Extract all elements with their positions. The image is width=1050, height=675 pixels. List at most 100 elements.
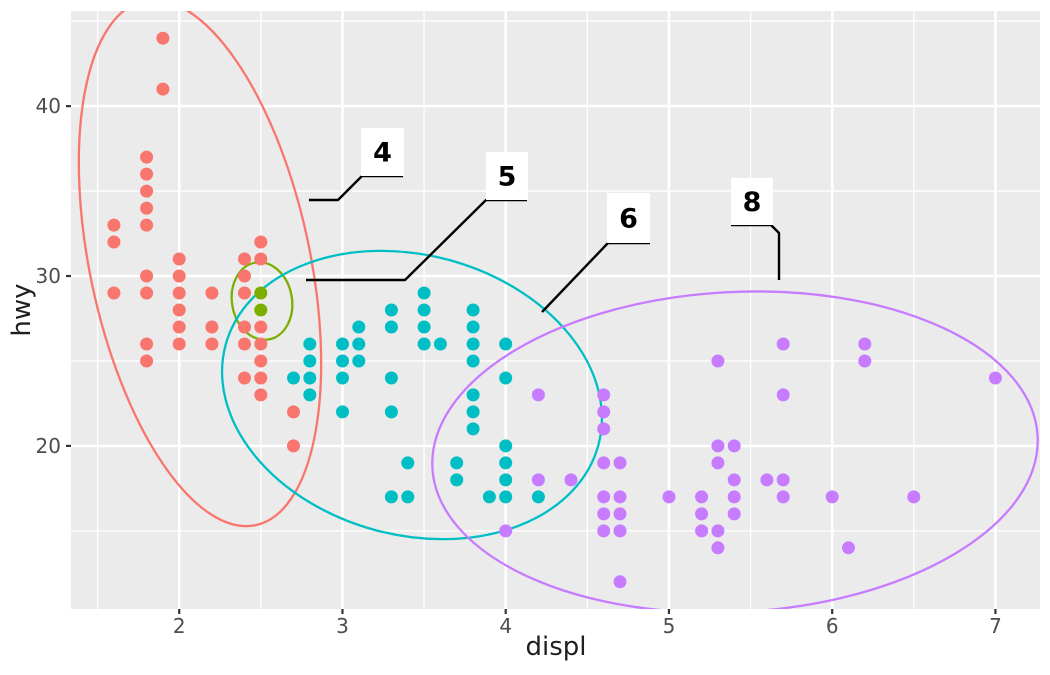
- group-ellipses-layer: [77, 11, 1039, 609]
- data-point-cyl-8: [613, 575, 627, 589]
- data-point-cyl-8: [711, 354, 725, 368]
- data-point-cyl-6: [384, 303, 398, 317]
- data-point-cyl-8: [727, 507, 741, 521]
- y-tick-label: 40: [36, 94, 61, 118]
- data-point-cyl-8: [842, 541, 855, 555]
- data-point-cyl-8: [776, 388, 790, 402]
- data-point-cyl-6: [531, 490, 545, 504]
- callout-box-4: [361, 128, 404, 176]
- data-point-cyl-8: [531, 388, 545, 402]
- data-point-cyl-4: [107, 235, 121, 249]
- data-point-cyl-8: [825, 490, 839, 504]
- data-point-cyl-4: [172, 286, 186, 300]
- data-point-cyl-4: [156, 82, 170, 96]
- callout-box-8: [731, 178, 773, 225]
- callout-label-8: 8: [743, 187, 762, 218]
- data-point-cyl-5: [254, 286, 268, 300]
- callout-box-5: [486, 152, 528, 200]
- data-point-cyl-6: [499, 371, 513, 385]
- data-point-cyl-6: [336, 405, 349, 419]
- data-point-cyl-4: [254, 371, 268, 385]
- x-tick-label: 7: [989, 614, 1002, 638]
- data-point-cyl-4: [254, 337, 268, 351]
- data-point-cyl-8: [711, 456, 725, 470]
- callout-label-6: 6: [619, 204, 638, 235]
- data-point-cyl-6: [499, 337, 513, 351]
- x-tick-label: 4: [499, 614, 512, 638]
- data-point-cyl-4: [238, 286, 251, 300]
- data-point-cyl-4: [140, 184, 154, 198]
- callout-label-4: 4: [373, 138, 392, 169]
- data-point-cyl-6: [303, 337, 317, 351]
- data-point-cyl-8: [695, 524, 709, 538]
- data-point-cyl-4: [238, 252, 251, 266]
- data-point-cyl-6: [303, 354, 317, 368]
- data-point-cyl-4: [238, 371, 251, 385]
- data-point-cyl-6: [450, 473, 464, 487]
- data-point-cyl-6: [417, 320, 431, 334]
- data-point-cyl-8: [907, 490, 921, 504]
- data-point-cyl-6: [384, 490, 398, 504]
- data-point-cyl-4: [238, 320, 251, 334]
- data-point-cyl-6: [417, 286, 431, 300]
- data-point-cyl-6: [433, 337, 447, 351]
- data-point-cyl-6: [401, 456, 415, 470]
- data-point-cyl-8: [711, 541, 725, 555]
- y-tick-label: 20: [36, 434, 61, 458]
- y-axis-title: hwy: [7, 283, 37, 336]
- group-ellipse-6: [220, 249, 604, 541]
- data-points-layer: [107, 31, 1002, 589]
- data-point-cyl-8: [597, 405, 611, 419]
- data-point-cyl-4: [238, 337, 251, 351]
- data-point-cyl-4: [254, 235, 268, 249]
- data-point-cyl-8: [760, 473, 774, 487]
- data-point-cyl-8: [858, 337, 872, 351]
- data-point-cyl-6: [466, 337, 480, 351]
- data-point-cyl-8: [695, 490, 709, 504]
- data-point-cyl-4: [172, 303, 186, 317]
- data-point-cyl-8: [531, 473, 545, 487]
- data-point-cyl-6: [450, 456, 464, 470]
- data-point-cyl-4: [254, 320, 268, 334]
- data-point-cyl-6: [336, 354, 349, 368]
- data-point-cyl-6: [384, 371, 398, 385]
- data-point-cyl-4: [172, 252, 186, 266]
- data-point-cyl-4: [140, 354, 154, 368]
- data-point-cyl-8: [662, 490, 676, 504]
- data-point-cyl-6: [384, 320, 398, 334]
- data-point-cyl-8: [988, 371, 1002, 385]
- data-point-cyl-8: [711, 439, 725, 453]
- axis-ticks-layer: 2 3 4 5 6 7 20 30 40: [36, 94, 1002, 638]
- data-point-cyl-6: [287, 371, 300, 385]
- data-point-cyl-8: [613, 490, 627, 504]
- data-point-cyl-6: [499, 473, 513, 487]
- y-tick-label: 30: [36, 264, 61, 288]
- data-point-cyl-4: [140, 201, 154, 215]
- data-point-cyl-8: [695, 507, 709, 521]
- data-point-cyl-6: [303, 388, 317, 402]
- x-axis-title: displ: [525, 632, 586, 662]
- x-tick-label: 3: [336, 614, 349, 638]
- group-ellipse-5: [230, 261, 294, 341]
- data-point-cyl-4: [254, 354, 268, 368]
- data-point-cyl-6: [384, 405, 398, 419]
- x-tick-label: 2: [173, 614, 186, 638]
- data-point-cyl-6: [352, 354, 366, 368]
- data-point-cyl-4: [140, 167, 154, 181]
- data-point-cyl-4: [287, 439, 300, 453]
- data-point-cyl-8: [776, 337, 790, 351]
- data-point-cyl-8: [499, 524, 513, 538]
- data-point-cyl-8: [564, 473, 578, 487]
- data-point-cyl-6: [499, 439, 513, 453]
- group-ellipse-8: [431, 290, 1039, 609]
- data-point-cyl-6: [303, 371, 317, 385]
- data-point-cyl-6: [466, 388, 480, 402]
- data-point-cyl-8: [597, 456, 611, 470]
- x-tick-label: 6: [826, 614, 839, 638]
- data-point-cyl-6: [352, 320, 366, 334]
- data-point-cyl-6: [466, 422, 480, 436]
- data-point-cyl-4: [107, 286, 121, 300]
- data-point-cyl-6: [466, 354, 480, 368]
- data-point-cyl-6: [499, 456, 513, 470]
